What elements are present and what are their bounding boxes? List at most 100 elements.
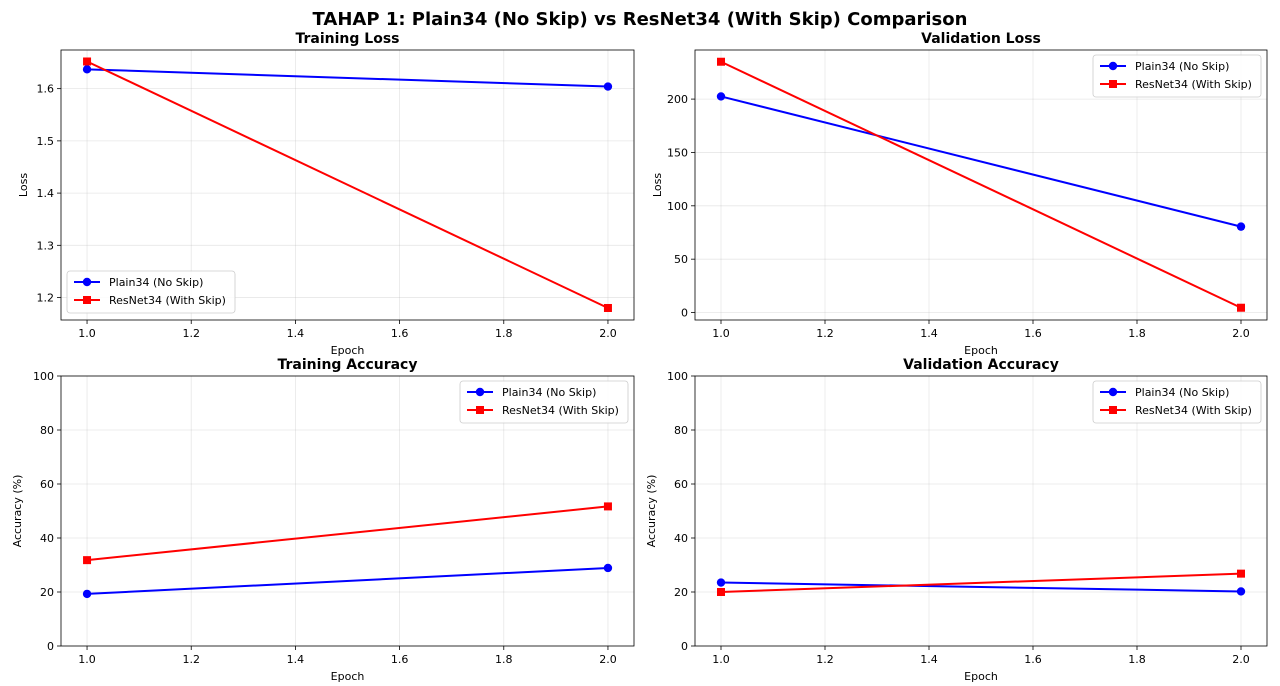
chart-3: Training Accuracy 1.0 1.2 1.4 1.6 1.8 2.0 0 20 40… bbox=[11, 357, 635, 683]
chart-1-xtick-label: 1.4 bbox=[287, 327, 305, 340]
chart-4-ytick-label: 0 bbox=[681, 640, 688, 653]
chart-4-xtick-label: 2.0 bbox=[1232, 653, 1250, 666]
chart-1-xtick-label: 2.0 bbox=[599, 327, 617, 340]
chart-1-xtick-label: 1.8 bbox=[495, 327, 513, 340]
chart-4-ytick-label: 20 bbox=[674, 586, 688, 599]
chart-4-ytick-label: 100 bbox=[667, 370, 688, 383]
chart-3-frame bbox=[60, 375, 635, 647]
chart-1-xtick-label: 1.2 bbox=[182, 327, 200, 340]
chart-2-series-1-point bbox=[716, 92, 726, 101]
chart-3-series-2-line bbox=[86, 505, 609, 562]
chart-4-title: Validation Accuracy bbox=[903, 357, 1059, 373]
chart-1-title: Training Loss bbox=[296, 31, 400, 47]
chart-1-legend-label: ResNet34 (With Skip) bbox=[109, 294, 226, 307]
chart-3-ylabel: Accuracy (%) bbox=[11, 475, 24, 548]
chart-3-legend: Plain34 (No Skip) ResNet34 (With Skip) bbox=[459, 380, 629, 424]
chart-2-xtick-label: 1.8 bbox=[1128, 327, 1146, 340]
chart-2-xlabel: Epoch bbox=[964, 344, 998, 357]
chart-1-series-1-line bbox=[87, 68, 608, 88]
chart-4-series-1-point bbox=[716, 578, 726, 587]
chart-3-legend-label: Plain34 (No Skip) bbox=[502, 386, 596, 399]
chart-1-ylabel: Loss bbox=[17, 173, 30, 197]
chart-4-ylabel: Accuracy (%) bbox=[645, 475, 658, 548]
chart-2-ytick-label: 100 bbox=[667, 200, 688, 213]
figure-title: TAHAP 1: Plain34 (No Skip) vs ResNet34 (… bbox=[312, 9, 968, 30]
chart-2-legend-box bbox=[1092, 54, 1262, 98]
chart-1-frame bbox=[60, 49, 635, 321]
chart-2-series-1-point bbox=[1236, 222, 1246, 231]
chart-1-legend-marker bbox=[82, 277, 92, 287]
chart-2-ytick-label: 150 bbox=[667, 146, 688, 159]
chart-1-ytick-label: 1.5 bbox=[37, 135, 55, 148]
chart-3-xtick-label: 1.2 bbox=[182, 653, 200, 666]
chart-2-legend-label: ResNet34 (With Skip) bbox=[1135, 78, 1252, 91]
chart-4-ytick-label: 60 bbox=[674, 478, 688, 491]
chart-2-title: Validation Loss bbox=[921, 31, 1041, 47]
chart-2-series-2-line bbox=[720, 60, 1242, 309]
chart-2-frame bbox=[694, 49, 1268, 321]
chart-1-xtick-label: 1.0 bbox=[78, 327, 96, 340]
chart-1-xlabel: Epoch bbox=[331, 344, 365, 357]
chart-4-xtick-label: 1.4 bbox=[920, 653, 938, 666]
chart-2-series-2-point bbox=[717, 57, 725, 66]
chart-2-ytick-label: 0 bbox=[681, 307, 688, 320]
chart-4-series-2-point bbox=[1237, 569, 1245, 578]
chart-2: Validation Loss 1.0 1.2 1.4 1.6 1.8 2.0 0 50 100 1… bbox=[651, 31, 1268, 357]
chart-1-legend-label: Plain34 (No Skip) bbox=[109, 276, 203, 289]
chart-1-legend: Plain34 (No Skip) ResNet34 (With Skip) bbox=[66, 270, 236, 314]
chart-4-series-1-line bbox=[720, 581, 1242, 593]
chart-1-ytick-label: 1.2 bbox=[37, 292, 55, 305]
chart-4-xtick-label: 1.6 bbox=[1024, 653, 1042, 666]
chart-1-series-2-point bbox=[83, 57, 92, 66]
chart-4-ytick-label: 80 bbox=[674, 424, 688, 437]
chart-1-series-2-line bbox=[86, 60, 609, 309]
chart-3-legend-marker bbox=[475, 387, 485, 397]
chart-3-xtick-label: 1.6 bbox=[391, 653, 409, 666]
chart-1-series-1-point bbox=[603, 82, 613, 91]
chart-1-legend-marker bbox=[83, 296, 91, 304]
chart-4-legend: Plain34 (No Skip) ResNet34 (With Skip) bbox=[1092, 380, 1262, 424]
chart-3-ytick-label: 40 bbox=[40, 532, 54, 545]
chart-4-legend-label: ResNet34 (With Skip) bbox=[1135, 404, 1252, 417]
chart-3-xtick-label: 2.0 bbox=[599, 653, 617, 666]
chart-3-title: Training Accuracy bbox=[278, 357, 418, 373]
chart-2-series-1-line bbox=[720, 95, 1242, 228]
chart-1: Training Loss 1.0 1.2 1.4 1.6 1.8 2.0 1.2 1.3 1.4… bbox=[17, 31, 635, 357]
chart-3-legend-label: ResNet34 (With Skip) bbox=[502, 404, 619, 417]
chart-1-legend-box bbox=[66, 270, 236, 314]
chart-2-legend-label: Plain34 (No Skip) bbox=[1135, 60, 1229, 73]
chart-2-legend: Plain34 (No Skip) ResNet34 (With Skip) bbox=[1092, 54, 1262, 98]
chart-3-xtick-label: 1.4 bbox=[287, 653, 305, 666]
chart-3-series-1-point bbox=[603, 563, 613, 573]
chart-4-series-2-point bbox=[717, 588, 725, 596]
chart-4-xtick-label: 1.8 bbox=[1128, 653, 1146, 666]
chart-4-xtick-label: 1.0 bbox=[712, 653, 730, 666]
chart-2-xtick-label: 2.0 bbox=[1232, 327, 1250, 340]
chart-1-xtick-label: 1.6 bbox=[391, 327, 409, 340]
chart-2-ylabel: Loss bbox=[651, 173, 664, 197]
chart-4-legend-label: Plain34 (No Skip) bbox=[1135, 386, 1229, 399]
chart-3-xlabel: Epoch bbox=[331, 670, 365, 683]
chart-4-xlabel: Epoch bbox=[964, 670, 998, 683]
chart-2-ytick-label: 50 bbox=[674, 253, 688, 266]
chart-2-ytick-label: 200 bbox=[667, 93, 688, 106]
chart-4-frame bbox=[694, 375, 1268, 647]
chart-4-series-2-line bbox=[720, 572, 1242, 593]
chart-3-ytick-label: 20 bbox=[40, 586, 54, 599]
chart-4-xtick-label: 1.2 bbox=[816, 653, 834, 666]
chart-3-series-2-point bbox=[603, 502, 612, 511]
chart-3-ytick-label: 0 bbox=[47, 640, 54, 653]
chart-2-xtick-label: 1.2 bbox=[816, 327, 834, 340]
chart-3-series-1-point bbox=[82, 589, 92, 599]
chart-3-series-2-point bbox=[83, 556, 92, 565]
chart-3-xtick-label: 1.8 bbox=[495, 653, 513, 666]
chart-2-xtick-label: 1.6 bbox=[1024, 327, 1042, 340]
chart-2-series-2-point bbox=[1237, 303, 1245, 312]
chart-4-series-1-point bbox=[1236, 587, 1246, 596]
chart-3-legend-marker bbox=[476, 406, 484, 414]
chart-1-ytick-label: 1.3 bbox=[37, 239, 55, 252]
chart-3-ytick-label: 60 bbox=[40, 478, 54, 491]
chart-1-ytick-label: 1.6 bbox=[37, 83, 55, 96]
chart-1-ytick-label: 1.4 bbox=[37, 187, 55, 200]
